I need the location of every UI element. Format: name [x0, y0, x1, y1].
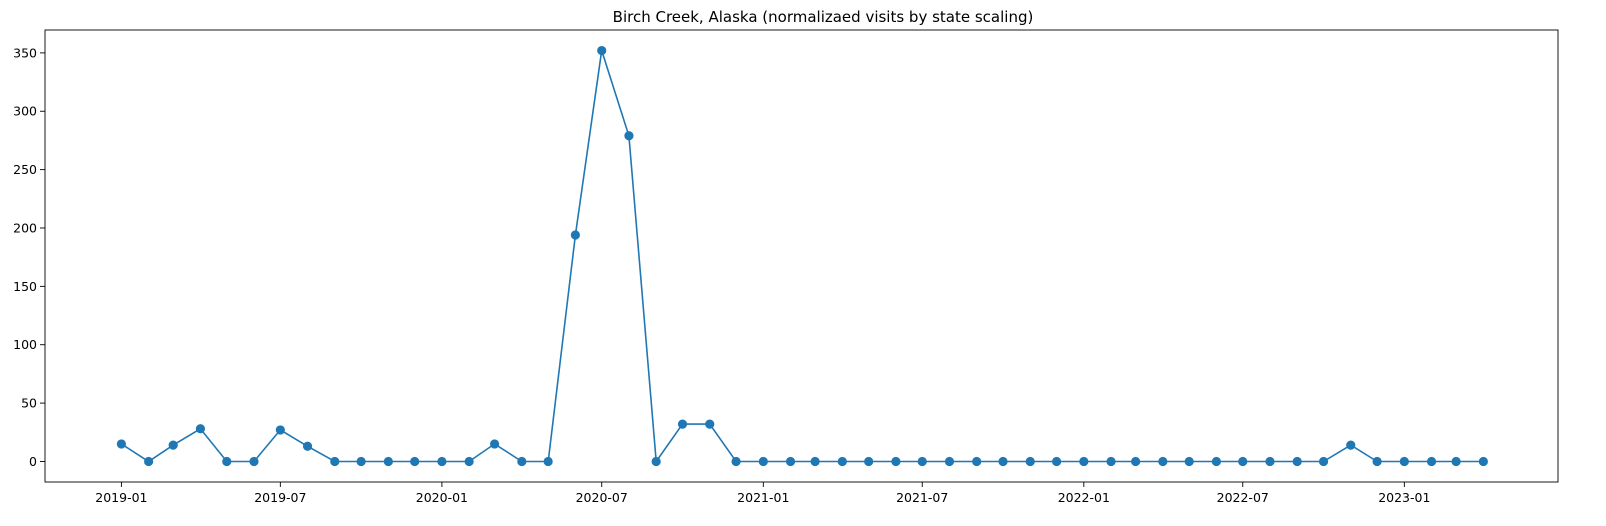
y-tick-label: 50 [21, 396, 37, 411]
data-point [864, 456, 874, 467]
data-point [1158, 456, 1168, 467]
data-point [489, 439, 500, 449]
data-point [1292, 456, 1302, 467]
data-point [705, 419, 715, 429]
x-tick-label: 2022-01 [1058, 490, 1110, 505]
x-tick-label: 2023-01 [1378, 490, 1430, 505]
y-tick-label: 0 [29, 454, 37, 469]
x-tick-label: 2019-07 [254, 490, 306, 505]
plot-frame [44, 29, 1559, 483]
data-point [1426, 456, 1437, 467]
data-point [1051, 456, 1062, 467]
data-point [1399, 456, 1409, 467]
y-tick-label: 100 [13, 337, 37, 352]
data-point [517, 456, 527, 467]
data-point [758, 456, 768, 467]
data-point [972, 456, 982, 467]
data-point [222, 456, 232, 467]
data-point [1025, 456, 1035, 467]
data-point [249, 456, 259, 467]
data-point [1318, 456, 1329, 467]
x-tick-label: 2022-07 [1217, 490, 1269, 505]
data-point [1346, 440, 1356, 450]
data-point [731, 456, 741, 467]
data-point [195, 424, 206, 434]
y-tick-label: 200 [13, 220, 37, 235]
data-point [302, 441, 313, 451]
data-point [651, 456, 661, 467]
x-axis: 2019-01 2019-07 2020-01 2020-07 2021-01 2021-… [95, 482, 1430, 505]
data-point [998, 456, 1008, 467]
x-tick-label: 2021-07 [896, 490, 948, 505]
y-tick-label: 300 [13, 104, 37, 119]
data-point [168, 440, 178, 450]
x-tick-label: 2021-01 [737, 490, 789, 505]
chart-title: Birch Creek, Alaska (normalizaed visits … [613, 8, 1034, 26]
data-point [891, 456, 901, 467]
data-point [624, 131, 634, 141]
data-point [677, 419, 688, 429]
data-point [116, 439, 126, 449]
x-tick-label: 2020-01 [416, 490, 468, 505]
data-point [437, 456, 447, 467]
data-point [570, 230, 580, 240]
data-point [464, 456, 474, 467]
data-point [1184, 456, 1194, 467]
y-tick-label: 250 [13, 162, 37, 177]
data-point [1131, 456, 1141, 467]
data-point [1106, 456, 1116, 467]
data-point [837, 456, 847, 467]
y-tick-label: 350 [13, 45, 37, 60]
data-point [1451, 456, 1461, 467]
data-point [543, 456, 553, 467]
data-point [1478, 456, 1488, 467]
data-point [410, 456, 420, 467]
data-point [1211, 456, 1222, 467]
data-point [785, 456, 796, 467]
x-tick-label: 2019-01 [95, 490, 147, 505]
data-point [810, 456, 820, 467]
data-point [330, 456, 340, 467]
data-point [356, 456, 366, 467]
data-point [1372, 456, 1382, 467]
series-markers [116, 45, 1488, 467]
y-axis: 0 50 100 150 200 250 300 350 [13, 45, 45, 469]
data-point [1238, 456, 1248, 467]
data-point [1265, 456, 1275, 467]
y-tick-label: 150 [13, 279, 37, 294]
series-line [120, 50, 1484, 464]
data-point [1079, 456, 1089, 467]
data-point [944, 456, 955, 467]
data-point [597, 45, 607, 56]
data-point [917, 456, 927, 467]
x-tick-label: 2020-07 [576, 490, 628, 505]
data-point [144, 456, 154, 467]
data-point [383, 456, 393, 467]
data-point [275, 425, 285, 435]
